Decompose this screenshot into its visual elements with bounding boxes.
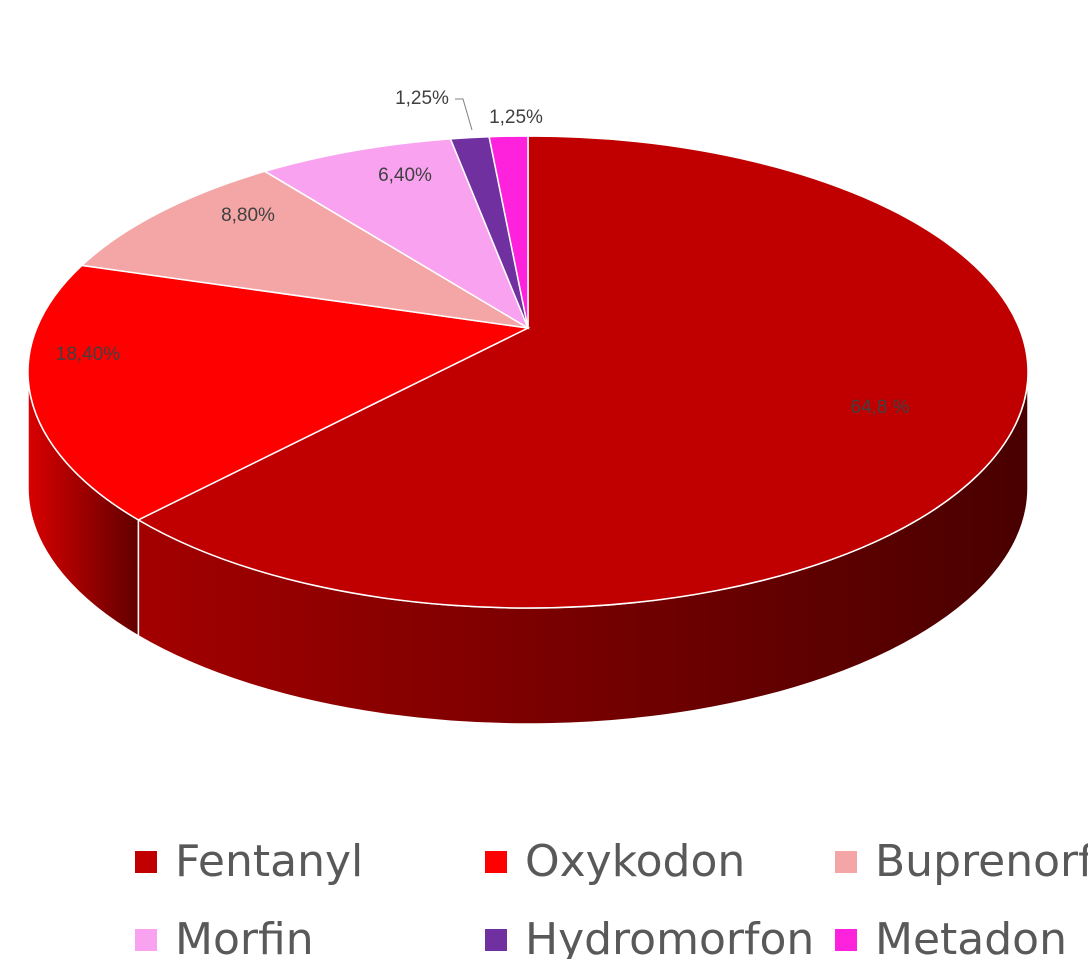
legend-swatch	[835, 929, 857, 951]
legend-swatch	[485, 851, 507, 873]
legend-label: Metadon	[875, 914, 1067, 959]
legend-label: Oxykodon	[525, 836, 745, 887]
data-label: 6,40%	[378, 165, 432, 186]
legend-swatch	[835, 851, 857, 873]
data-label: 18,40%	[56, 344, 121, 365]
legend-label: Hydromorfon	[525, 914, 814, 959]
slice	[262, 138, 530, 330]
legend-swatch	[135, 929, 157, 951]
slice	[80, 170, 529, 329]
slice	[136, 135, 1029, 609]
slice	[27, 264, 531, 521]
leader-line	[455, 98, 473, 131]
data-label: 8,80%	[221, 205, 275, 226]
legend-swatch	[135, 851, 157, 873]
legend-label: Morfin	[175, 914, 314, 959]
data-label: 1,25%	[489, 107, 543, 128]
legend-swatch	[485, 929, 507, 951]
legend-label: Fentanyl	[175, 836, 363, 887]
slice	[488, 135, 529, 329]
legend-label: Buprenorfin	[875, 836, 1088, 887]
data-label: 1,25%	[395, 88, 449, 109]
data-label: 64,8 %	[850, 397, 909, 418]
